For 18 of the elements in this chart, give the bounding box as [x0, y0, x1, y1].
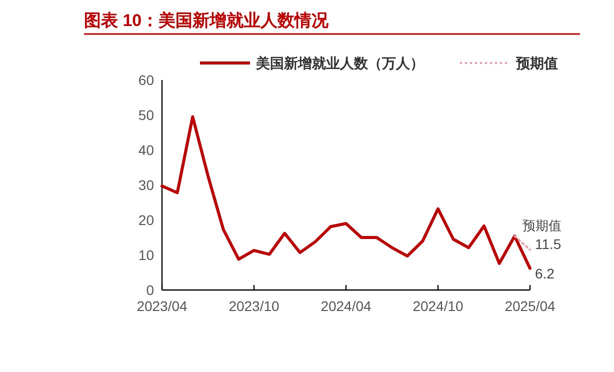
data-label: 11.5	[535, 236, 562, 252]
x-tick-label: 2024/04	[320, 298, 372, 314]
y-tick-label: 50	[138, 107, 154, 123]
legend-label: 预期值	[515, 55, 558, 71]
y-tick-label: 20	[138, 212, 154, 228]
legend-label: 美国新增就业人数（万人）	[255, 55, 424, 71]
y-tick-label: 10	[138, 247, 154, 263]
chart-title: 图表 10：美国新增就业人数情况	[84, 11, 330, 30]
y-tick-label: 30	[138, 177, 154, 193]
data-label: 6.2	[535, 265, 555, 282]
y-tick-label: 60	[138, 72, 154, 88]
x-tick-label: 2025/04	[504, 298, 556, 314]
annotation: 预期值	[522, 218, 562, 233]
x-tick-label: 2023/10	[228, 298, 280, 314]
x-tick-label: 2023/04	[136, 298, 188, 314]
x-tick-label: 2024/10	[412, 298, 464, 314]
y-tick-label: 40	[138, 142, 154, 158]
y-tick-label: 0	[146, 282, 154, 298]
